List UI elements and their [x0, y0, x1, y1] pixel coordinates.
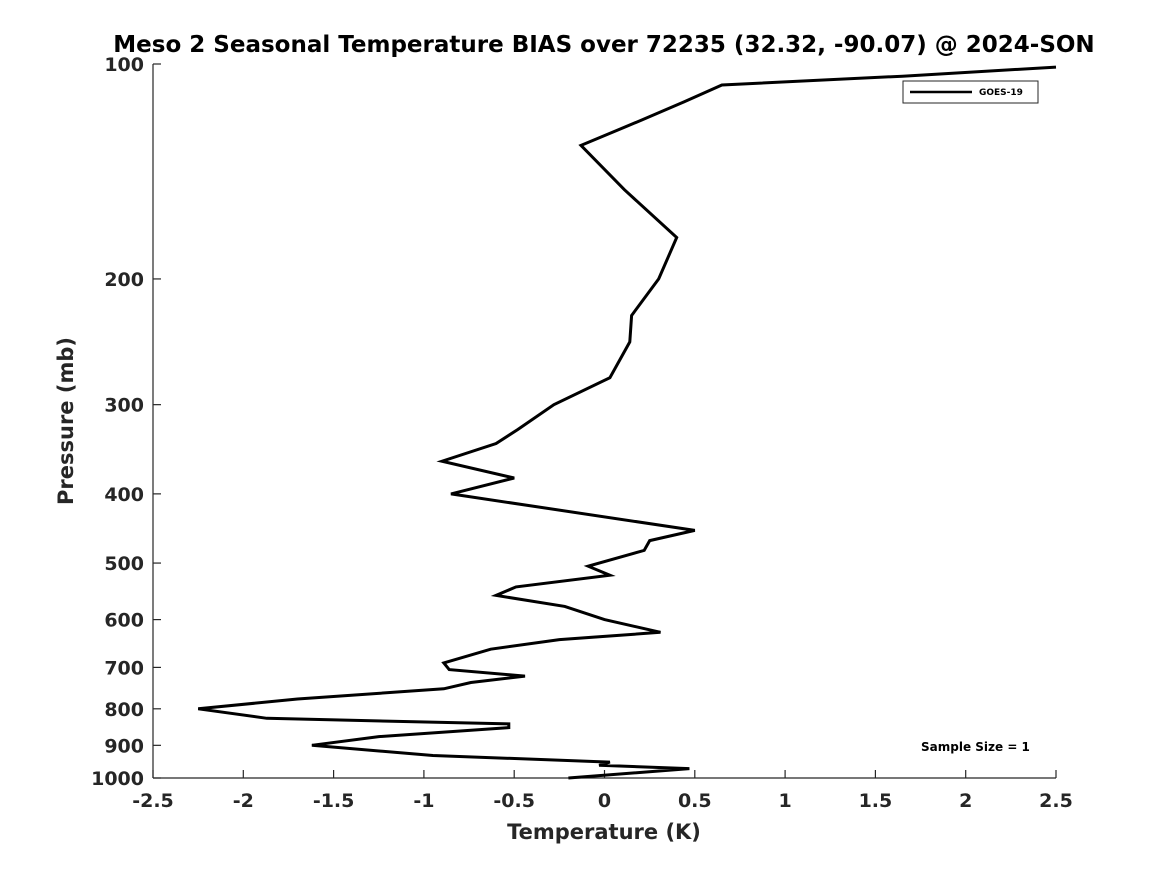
y-tick-label: 1000 — [91, 768, 144, 790]
legend: GOES-19 — [902, 80, 1039, 104]
y-tick-label: 500 — [104, 553, 144, 575]
y-tick-label: 400 — [104, 484, 144, 506]
x-tick-label: -2.5 — [132, 790, 174, 812]
y-axis-ticks: 100 200 300 400 500 600 700 800 900 1000 — [91, 54, 161, 790]
x-tick-label: 1 — [778, 790, 791, 812]
x-tick-label: -0.5 — [493, 790, 535, 812]
chart-title: Meso 2 Seasonal Temperature BIAS over 72… — [113, 32, 1094, 58]
x-tick-label: -1.5 — [313, 790, 355, 812]
x-tick-label: 0 — [598, 790, 611, 812]
x-tick-label: -2 — [233, 790, 254, 812]
x-axis-label: Temperature (K) — [507, 820, 701, 844]
sample-size-annotation: Sample Size = 1 — [921, 740, 1030, 754]
y-tick-label: 200 — [104, 269, 144, 291]
legend-entry-goes-19: GOES-19 — [979, 88, 1023, 98]
x-tick-label: 1.5 — [859, 790, 893, 812]
x-tick-label: 0.5 — [678, 790, 712, 812]
y-tick-label: 300 — [104, 395, 144, 417]
y-tick-label: 600 — [104, 610, 144, 632]
plot-area — [153, 64, 1056, 778]
x-tick-label: 2.5 — [1039, 790, 1073, 812]
series-line-goes-19 — [197, 65, 1057, 780]
y-tick-label: 900 — [104, 735, 144, 757]
y-tick-label: 800 — [104, 699, 144, 721]
x-tick-label: 2 — [959, 790, 972, 812]
series-group — [197, 65, 1057, 780]
y-tick-label: 700 — [104, 657, 144, 679]
y-axis-label: Pressure (mb) — [54, 337, 78, 505]
x-axis-ticks: -2.5 -2 -1.5 -1 -0.5 0 0.5 1 1.5 2 2.5 — [132, 770, 1073, 812]
x-tick-label: -1 — [413, 790, 434, 812]
y-tick-label: 100 — [104, 54, 144, 76]
